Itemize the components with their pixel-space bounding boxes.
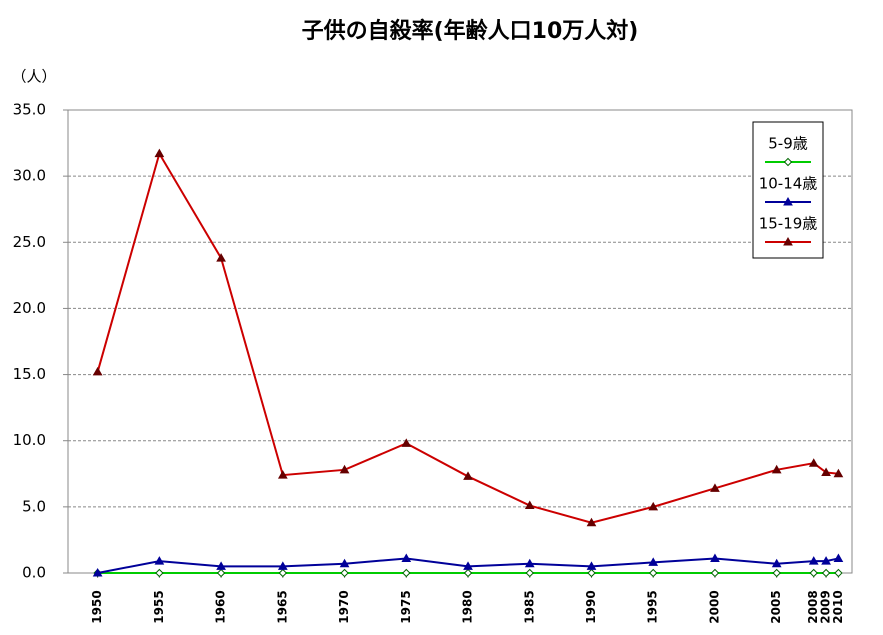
x-tick-label: 2010 <box>831 590 845 623</box>
marker <box>834 568 843 578</box>
y-tick-label: 30.0 <box>13 167 46 185</box>
legend-marker <box>783 236 793 246</box>
x-tick-label: 1965 <box>275 590 289 623</box>
y-tick-label: 10.0 <box>13 431 46 449</box>
legend-marker <box>783 157 793 167</box>
x-tick-label: 2005 <box>769 590 783 623</box>
marker <box>340 568 349 578</box>
marker <box>649 568 658 578</box>
marker <box>648 557 659 566</box>
marker <box>821 556 831 565</box>
y-tick-label: 35.0 <box>13 101 46 119</box>
x-tick-label: 1970 <box>337 590 351 623</box>
marker <box>278 568 288 578</box>
marker <box>808 458 819 467</box>
plot-area <box>67 109 853 574</box>
marker <box>710 553 720 562</box>
x-tick-label: 1980 <box>461 590 475 623</box>
marker <box>525 568 534 578</box>
marker <box>339 464 350 474</box>
marker <box>808 556 819 565</box>
chart-title: 子供の自殺率(年齢人口10万人対) <box>302 18 639 44</box>
x-tick-label: 1960 <box>214 590 228 623</box>
x-tick-label: 1955 <box>152 590 166 623</box>
marker <box>771 464 782 474</box>
marker <box>821 568 831 578</box>
x-tick-label: 1995 <box>646 590 660 623</box>
y-tick-label: 25.0 <box>13 233 46 251</box>
marker <box>92 366 103 376</box>
marker <box>401 553 412 562</box>
marker <box>216 561 226 570</box>
marker <box>809 568 818 578</box>
marker <box>710 483 720 492</box>
x-tick-label: 2009 <box>819 590 833 623</box>
marker <box>154 148 165 158</box>
y-tick-label: 20.0 <box>13 299 46 317</box>
marker <box>648 501 659 511</box>
marker <box>277 470 288 479</box>
marker <box>463 568 473 578</box>
marker <box>710 568 720 578</box>
x-tick-label: 2000 <box>707 590 721 623</box>
marker <box>833 468 844 478</box>
marker <box>833 553 844 562</box>
x-tick-label: 1975 <box>399 590 413 623</box>
y-tick-label: 15.0 <box>13 365 46 383</box>
marker <box>154 556 165 565</box>
marker <box>771 558 782 568</box>
x-tick-label: 1985 <box>522 590 536 623</box>
series-line <box>96 151 839 524</box>
marker <box>586 517 597 527</box>
x-tick-label: 2008 <box>806 590 820 623</box>
marker <box>463 561 473 570</box>
x-tick-label: 1990 <box>584 590 598 623</box>
marker <box>463 471 473 480</box>
marker <box>339 558 350 568</box>
legend-marker <box>783 196 793 206</box>
legend-box <box>752 121 824 259</box>
marker <box>155 568 164 578</box>
y-tick-label: 5.0 <box>22 497 46 515</box>
marker <box>277 561 288 570</box>
marker <box>524 500 535 510</box>
marker <box>524 558 535 568</box>
legend-label: 15-19歳 <box>759 215 818 233</box>
marker <box>402 568 411 578</box>
marker <box>216 253 226 262</box>
marker <box>821 467 831 476</box>
x-tick-label: 1950 <box>90 590 104 623</box>
legend-label: 10-14歳 <box>759 175 818 193</box>
marker <box>401 438 412 447</box>
legend-label: 5-9歳 <box>768 135 808 153</box>
y-unit: （人） <box>11 68 56 86</box>
marker <box>772 568 781 578</box>
marker <box>587 568 596 578</box>
marker <box>586 561 597 570</box>
y-tick-label: 0.0 <box>22 564 46 582</box>
marker <box>92 567 103 577</box>
marker <box>216 568 226 578</box>
